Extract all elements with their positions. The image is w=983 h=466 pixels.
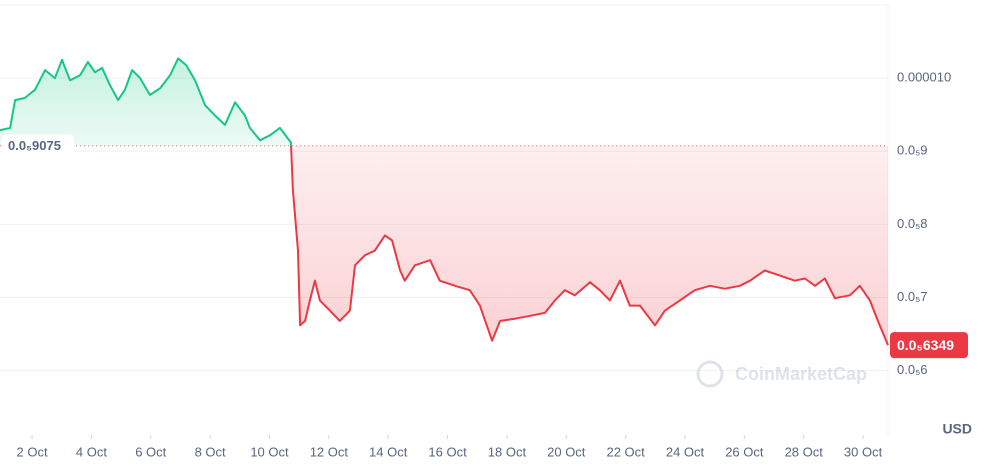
x-tick-label: 24 Oct bbox=[666, 444, 705, 459]
reference-badge bbox=[2, 134, 74, 157]
x-tick-label: 26 Oct bbox=[725, 444, 764, 459]
x-tick-label: 14 Oct bbox=[369, 444, 408, 459]
x-tick-label: 10 Oct bbox=[250, 444, 289, 459]
x-tick-label: 4 Oct bbox=[76, 444, 107, 459]
last-price-label: 0.0₅6349 bbox=[897, 337, 954, 353]
x-tick-label: 30 Oct bbox=[844, 444, 883, 459]
y-tick-label: 0.000010 bbox=[897, 70, 951, 85]
x-tick-label: 2 Oct bbox=[17, 444, 48, 459]
axis-unit: USD bbox=[942, 421, 972, 437]
x-tick-label: 8 Oct bbox=[195, 444, 226, 459]
watermark: CoinMarketCap bbox=[696, 360, 867, 388]
price-area bbox=[0, 58, 888, 346]
x-tick-label: 22 Oct bbox=[606, 444, 645, 459]
x-tick-label: 6 Oct bbox=[135, 444, 166, 459]
y-tick-label: 0.0₅8 bbox=[897, 216, 928, 231]
reference-label: 0.0₅9075 bbox=[8, 138, 61, 153]
x-tick-label: 20 Oct bbox=[547, 444, 586, 459]
x-tick-label: 16 Oct bbox=[428, 444, 467, 459]
x-tick-label: 12 Oct bbox=[310, 444, 349, 459]
last-price-badge bbox=[890, 332, 968, 359]
x-tick-label: 18 Oct bbox=[488, 444, 527, 459]
price-line bbox=[0, 57, 889, 346]
x-tick-label: 28 Oct bbox=[785, 444, 824, 459]
y-tick-label: 0.0₅9 bbox=[897, 143, 928, 158]
y-tick-label: 0.0₅7 bbox=[897, 289, 928, 304]
watermark-text: CoinMarketCap bbox=[735, 364, 867, 384]
y-tick-label: 0.0₅6 bbox=[897, 362, 928, 377]
